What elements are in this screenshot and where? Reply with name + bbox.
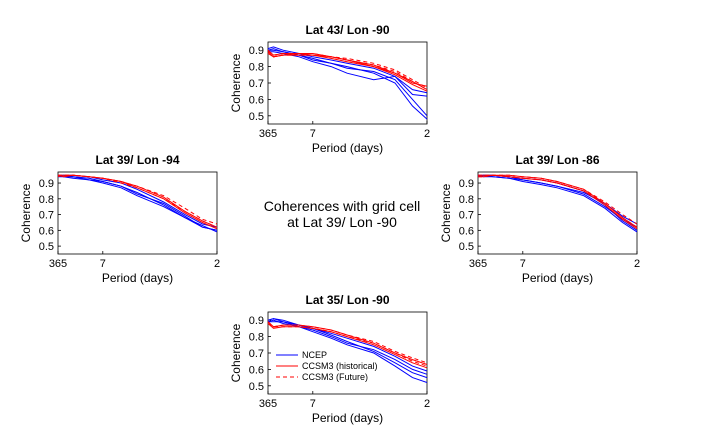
series-line-ccsm3-historical	[267, 53, 428, 92]
panel-title: Lat 43/ Lon -90	[305, 23, 389, 37]
x-axis-label: Period (days)	[312, 411, 383, 425]
x-tick-label: 7	[310, 128, 316, 140]
center-text-line1: Coherences with grid cell	[264, 198, 420, 214]
y-tick-label: 0.5	[249, 111, 264, 123]
y-tick-label: 0.7	[249, 348, 264, 360]
x-tick-label: 365	[259, 128, 277, 140]
series-line-ccsm3-future	[267, 321, 428, 364]
x-tick-label: 7	[310, 398, 316, 410]
x-tick-label: 2	[214, 258, 220, 270]
y-tick-label: 0.5	[39, 241, 54, 253]
panels: Lat 43/ Lon -90 0.5 0.6 0.7 0.8 0.9 365 7 2 Perio…	[19, 23, 640, 425]
y-axis-label: Coherence	[19, 183, 33, 242]
series-line-ccsm3-future	[478, 174, 638, 225]
y-tick-label: 0.7	[249, 78, 264, 90]
y-tick-label: 0.5	[249, 381, 264, 393]
series-line-ccsm3-future	[478, 174, 638, 228]
center-annotation: Coherences with grid cell at Lat 39/ Lon…	[264, 198, 420, 230]
series-line-ncep	[57, 174, 218, 233]
y-tick-label: 0.9	[39, 178, 54, 190]
y-tick-label: 0.6	[459, 225, 474, 237]
series-line-ncep	[267, 46, 428, 94]
y-tick-label: 0.9	[249, 45, 264, 57]
panel-2: Lat 39/ Lon -94 0.5 0.6 0.7 0.8 0.9 365 7 2 Perio…	[19, 153, 220, 285]
series-line-ncep	[267, 318, 428, 379]
x-tick-label: 2	[424, 128, 430, 140]
x-axis-label: Period (days)	[522, 271, 593, 285]
y-tick-label: 0.8	[249, 62, 264, 74]
series-line-ncep	[477, 174, 638, 233]
panel-title: Lat 39/ Lon -86	[515, 153, 599, 167]
series-line-ncep	[267, 318, 428, 383]
series-line-ncep	[57, 174, 218, 231]
series-line-ncep	[268, 51, 428, 97]
panel-3: Lat 39/ Lon -86 0.5 0.6 0.7 0.8 0.9 365 7 2 Perio…	[439, 153, 640, 285]
series-line-ccsm3-historical	[267, 51, 428, 91]
x-tick-label: 7	[100, 258, 106, 270]
y-tick-label: 0.7	[459, 210, 474, 222]
center-text-line2: at Lat 39/ Lon -90	[287, 214, 397, 230]
series-line-ncep	[268, 321, 428, 372]
y-tick-label: 0.9	[459, 178, 474, 190]
plot-frame	[477, 171, 638, 255]
series-line-ccsm3-future	[57, 174, 218, 228]
x-axis-label: Period (days)	[102, 271, 173, 285]
panel-4: Lat 35/ Lon -90 0.5 0.6 0.7 0.8 0.9 365 7 2 Perio…	[229, 293, 430, 425]
series-line-ncep	[58, 176, 218, 231]
series-line-ncep	[58, 174, 218, 228]
x-tick-label: 365	[259, 398, 277, 410]
x-tick-label: 365	[49, 258, 67, 270]
panel-1: Lat 43/ Lon -90 0.5 0.6 0.7 0.8 0.9 365 7 2 Perio…	[229, 23, 430, 155]
y-tick-label: 0.8	[39, 194, 54, 206]
y-tick-label: 0.6	[39, 225, 54, 237]
series-line-ncep	[267, 319, 428, 375]
x-tick-label: 2	[424, 398, 430, 410]
y-tick-label: 0.6	[249, 364, 264, 376]
legend-label: NCEP	[302, 350, 327, 360]
x-tick-label: 7	[520, 258, 526, 270]
series-line-ccsm3-future	[58, 174, 218, 225]
y-tick-label: 0.8	[249, 332, 264, 344]
series-line-ccsm3-future	[267, 51, 428, 91]
y-axis-label: Coherence	[229, 53, 243, 112]
panel-title: Lat 39/ Lon -94	[95, 153, 179, 167]
y-tick-label: 0.7	[39, 210, 54, 222]
x-axis-label: Period (days)	[312, 141, 383, 155]
series-line-ncep	[477, 174, 638, 225]
panel-title: Lat 35/ Lon -90	[305, 293, 389, 307]
x-tick-label: 2	[634, 258, 640, 270]
y-axis-label: Coherence	[439, 183, 453, 242]
legend-label: CCSM3 (Future)	[302, 372, 368, 382]
y-tick-label: 0.5	[459, 241, 474, 253]
x-tick-label: 365	[469, 258, 487, 270]
y-axis-label: Coherence	[229, 323, 243, 382]
legend-label: CCSM3 (historical)	[302, 361, 378, 371]
series-line-ccsm3-future	[267, 323, 428, 367]
y-tick-label: 0.9	[249, 315, 264, 327]
plot-frame	[57, 171, 218, 255]
y-tick-label: 0.6	[249, 94, 264, 106]
series-line-ncep	[268, 49, 428, 120]
y-tick-label: 0.8	[459, 194, 474, 206]
